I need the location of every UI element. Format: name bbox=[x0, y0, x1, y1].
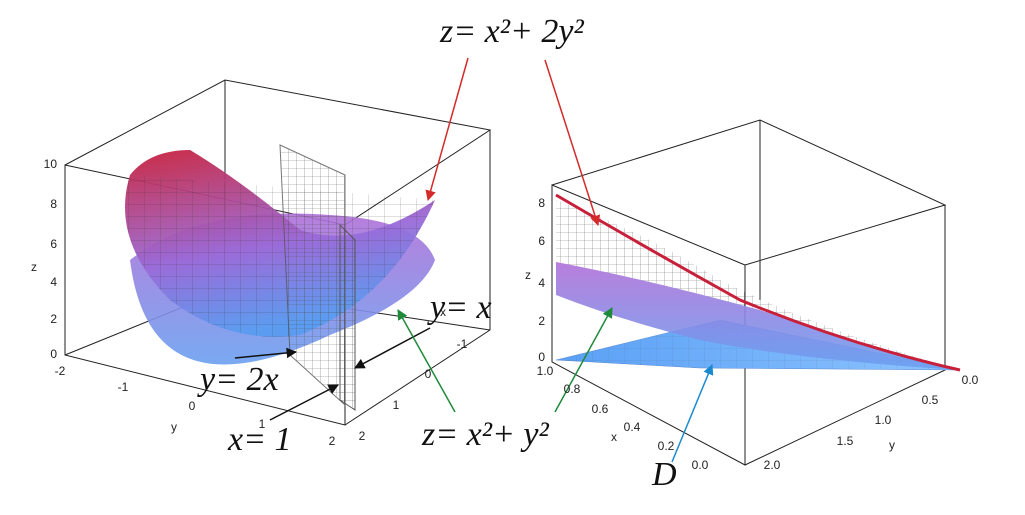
tick-label: 2 bbox=[50, 312, 57, 326]
tick-label: 2 bbox=[359, 429, 366, 443]
axis-label: z bbox=[525, 268, 531, 282]
tick-label: 1.0 bbox=[875, 413, 892, 427]
tick-label: 1.5 bbox=[837, 434, 854, 448]
tick-label: 0.6 bbox=[592, 402, 609, 416]
annotation: z= x²+ y² bbox=[421, 416, 549, 453]
tick-label: 2 bbox=[329, 434, 336, 448]
annotation: D bbox=[651, 456, 677, 493]
annotation: x= 1 bbox=[227, 421, 292, 458]
tick-label: 1 bbox=[259, 417, 266, 431]
tick-label: 1 bbox=[393, 398, 400, 412]
arrows bbox=[234, 57, 714, 463]
annotation: y= x bbox=[427, 289, 492, 326]
tick-label: 2.0 bbox=[764, 458, 781, 472]
tick-label: 0.4 bbox=[624, 420, 641, 434]
annotation: y= 2x bbox=[197, 361, 279, 398]
tick-label: 0 bbox=[425, 367, 432, 381]
tick-label: 10 bbox=[44, 157, 58, 171]
tick-label: 6 bbox=[538, 234, 545, 248]
tick-label: 0 bbox=[50, 347, 57, 361]
tick-label: 2 bbox=[538, 314, 545, 328]
axis-label: x bbox=[611, 430, 617, 444]
tick-label: 0 bbox=[189, 399, 196, 413]
tick-label: 8 bbox=[538, 196, 545, 210]
axis-label: x bbox=[440, 305, 446, 319]
left-box bbox=[64, 79, 492, 426]
right-box bbox=[551, 119, 961, 466]
axis-label: y bbox=[889, 438, 895, 452]
tick-label: 0.0 bbox=[692, 458, 709, 472]
tick-label: 6 bbox=[50, 237, 57, 251]
tick-label: 0.0 bbox=[962, 373, 979, 387]
tick-label: 8 bbox=[50, 197, 57, 211]
tick-label: 0.5 bbox=[922, 393, 939, 407]
tick-label: -1 bbox=[118, 380, 129, 394]
tick-label: 4 bbox=[538, 276, 545, 290]
tick-label: 0 bbox=[538, 350, 545, 364]
tick-label: 0.2 bbox=[658, 439, 675, 453]
axis-label: z bbox=[31, 260, 37, 274]
tick-label: 4 bbox=[50, 275, 57, 289]
tick-label: -1 bbox=[457, 337, 468, 351]
axis-label: y bbox=[171, 420, 177, 434]
tick-label: 0.8 bbox=[564, 382, 581, 396]
annotation: z= x²+ 2y² bbox=[439, 13, 584, 50]
tick-label: -2 bbox=[55, 364, 66, 378]
tick-label: 1.0 bbox=[537, 364, 554, 378]
